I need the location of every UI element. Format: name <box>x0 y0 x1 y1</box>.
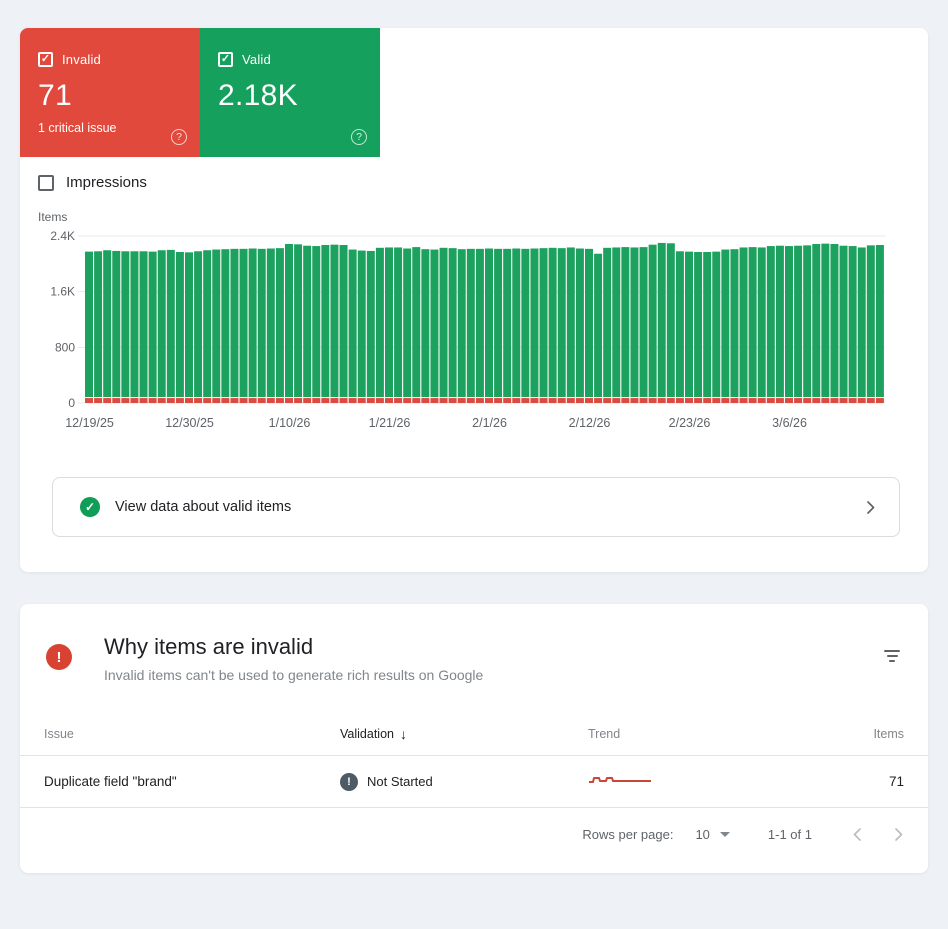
issue-items-count: 71 <box>888 774 904 789</box>
rich-results-report-page: ✓ Invalid 71 1 critical issue ? ✓ Valid … <box>0 28 948 929</box>
issue-table-row[interactable]: Duplicate field "brand" ! Not Started 71 <box>20 756 928 808</box>
validation-status-label: Not Started <box>367 774 433 789</box>
svg-text:1/21/26: 1/21/26 <box>369 416 411 430</box>
svg-text:3/6/26: 3/6/26 <box>772 416 807 430</box>
why-items-invalid-card: ! Why items are invalid Invalid items ca… <box>20 604 928 873</box>
rows-per-page-label: Rows per page: <box>582 826 674 842</box>
help-icon[interactable]: ? <box>171 129 187 145</box>
chevron-right-icon <box>895 827 903 841</box>
trend-sparkline <box>589 777 651 783</box>
issue-name: Duplicate field "brand" <box>44 774 177 789</box>
svg-text:12/30/25: 12/30/25 <box>165 416 214 430</box>
chevron-left-icon <box>853 827 861 841</box>
valid-checkbox[interactable]: ✓ <box>218 52 233 67</box>
validation-header-label: Validation <box>340 727 394 741</box>
items-stacked-bar-chart[interactable]: 0 800 1.6K 2.4K 12/19/25 12/30/25 1/10/26 1/21/… <box>20 224 928 439</box>
view-valid-data-link[interactable]: ✓ View data about valid items <box>52 477 900 537</box>
panel-header: ! Why items are invalid Invalid items ca… <box>20 604 928 683</box>
summary-tiles: ✓ Invalid 71 1 critical issue ? ✓ Valid … <box>20 28 928 157</box>
svg-text:12/19/25: 12/19/25 <box>65 416 114 430</box>
chart-y-axis-title: Items <box>38 210 68 224</box>
impressions-toggle[interactable]: Impressions <box>38 174 147 191</box>
next-page-button[interactable] <box>894 827 904 842</box>
svg-text:800: 800 <box>55 340 75 354</box>
issues-table-header: Issue Validation ↓ Trend Items <box>20 713 928 756</box>
trend-cell <box>588 772 889 791</box>
column-header-issue[interactable]: Issue <box>44 727 74 741</box>
view-valid-data-label: View data about valid items <box>115 499 292 515</box>
check-circle-icon: ✓ <box>80 497 100 517</box>
validation-status: ! Not Started <box>340 772 588 791</box>
svg-text:2/1/26: 2/1/26 <box>472 416 507 430</box>
filter-icon[interactable] <box>880 646 904 683</box>
invalid-checkbox[interactable]: ✓ <box>38 52 53 67</box>
panel-title: Why items are invalid <box>104 634 314 659</box>
critical-issue-note: 1 critical issue <box>38 121 117 135</box>
checkmark-icon: ✓ <box>220 53 231 65</box>
svg-text:2/12/26: 2/12/26 <box>569 416 611 430</box>
table-pagination: Rows per page: 10 1-1 of 1 <box>20 808 928 860</box>
impressions-label: Impressions <box>66 174 147 191</box>
error-circle-icon: ! <box>46 644 72 670</box>
valid-count: 2.18K <box>218 79 298 112</box>
invalid-count: 71 <box>38 79 72 112</box>
invalid-summary-tile[interactable]: ✓ Invalid 71 1 critical issue ? <box>20 28 200 157</box>
panel-subtitle: Invalid items can't be used to generate … <box>104 667 484 683</box>
rows-per-page-value[interactable]: 10 <box>695 826 710 842</box>
dropdown-caret-icon[interactable] <box>719 831 730 837</box>
svg-text:2/23/26: 2/23/26 <box>669 416 711 430</box>
valid-label: Valid <box>242 52 271 67</box>
impressions-checkbox[interactable] <box>38 174 54 191</box>
column-header-trend[interactable]: Trend <box>588 727 621 741</box>
chevron-right-icon <box>867 500 875 514</box>
svg-text:1.6K: 1.6K <box>50 285 75 299</box>
help-icon[interactable]: ? <box>351 129 367 145</box>
column-header-validation[interactable]: Validation ↓ <box>340 726 588 742</box>
svg-text:1/10/26: 1/10/26 <box>269 416 311 430</box>
valid-summary-tile[interactable]: ✓ Valid 2.18K ? <box>200 28 380 157</box>
svg-text:2.4K: 2.4K <box>50 229 75 243</box>
sort-descending-icon: ↓ <box>399 726 407 742</box>
items-overview-card: ✓ Invalid 71 1 critical issue ? ✓ Valid … <box>20 28 928 572</box>
not-started-icon: ! <box>340 772 358 791</box>
column-header-items[interactable]: Items <box>873 727 904 741</box>
pagination-range: 1-1 of 1 <box>767 826 812 842</box>
svg-text:0: 0 <box>68 396 75 410</box>
previous-page-button[interactable] <box>852 827 862 842</box>
checkmark-icon: ✓ <box>40 53 51 65</box>
invalid-label: Invalid <box>62 52 101 67</box>
